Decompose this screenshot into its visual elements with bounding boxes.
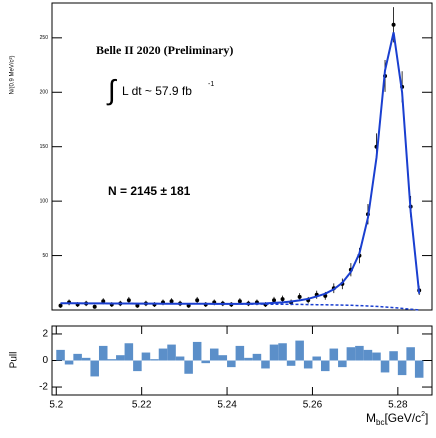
- x-tick-label: 5.24: [217, 400, 237, 411]
- pull-bar: [116, 355, 125, 361]
- pull-bar: [235, 345, 245, 361]
- pull-bar: [192, 341, 202, 361]
- annotation: N = 2145 ± 181: [108, 184, 191, 198]
- pull-bar: [218, 355, 228, 361]
- pull-bar: [175, 356, 185, 361]
- pull-bar: [227, 360, 236, 368]
- pull-bar: [406, 347, 415, 361]
- data-point: [237, 299, 242, 304]
- x-tick-label: 5.26: [303, 400, 323, 411]
- upper-frame: [51, 2, 433, 311]
- pull-bar: [414, 360, 424, 378]
- data-point: [92, 304, 97, 309]
- data-point: [101, 299, 106, 304]
- y-tick-label: 150: [40, 144, 49, 150]
- pull-bar: [244, 357, 253, 361]
- annotation: Belle II 2020 (Preliminary): [96, 43, 233, 57]
- x-label-part: ]: [425, 411, 428, 425]
- data-point: [195, 298, 200, 303]
- y-tick-label: 250: [40, 35, 49, 41]
- x-tick-label: 5.22: [132, 400, 152, 411]
- y-tick-label: 200: [40, 90, 49, 96]
- pull-bar: [278, 343, 287, 361]
- pull-bar: [124, 343, 134, 361]
- pull-bar: [329, 348, 339, 361]
- pull-bar: [261, 360, 270, 369]
- pull-bar: [209, 348, 219, 361]
- data-point: [126, 298, 131, 303]
- y-axis-label: N/(0.9 MeV/c²): [10, 55, 16, 94]
- pull-bar: [201, 360, 210, 364]
- annotation: L dt ~ 57.9 fb: [122, 84, 192, 98]
- pull-bar: [320, 360, 330, 372]
- annotation: ∫: [106, 74, 118, 105]
- pull-bar: [107, 359, 117, 361]
- pull-bar: [73, 353, 82, 361]
- pull-bar: [56, 349, 65, 361]
- pull-bar: [355, 345, 364, 361]
- pull-bar: [90, 360, 99, 377]
- y-tick-label: 2: [42, 329, 48, 340]
- pull-bar: [397, 360, 407, 376]
- annotation: -1: [208, 81, 214, 88]
- pull-bar: [167, 344, 176, 361]
- data-point: [169, 299, 174, 304]
- y-tick-label: 100: [40, 198, 49, 204]
- pull-bar: [184, 360, 193, 374]
- pull-bar: [286, 360, 296, 366]
- pull-bar: [372, 352, 381, 361]
- pull-bar: [133, 360, 142, 372]
- data-point: [272, 298, 277, 303]
- y-tick-label: 0: [42, 355, 48, 366]
- pull-bar: [295, 340, 304, 361]
- data-point: [297, 294, 302, 299]
- pull-bar: [98, 345, 108, 361]
- x-label-part: M: [366, 411, 376, 425]
- pull-bar: [158, 348, 168, 361]
- pull-bar: [64, 360, 74, 365]
- pull-bar: [338, 360, 347, 368]
- pull-bar: [389, 351, 398, 361]
- pull-bar: [269, 344, 279, 361]
- pull-bar: [81, 357, 91, 361]
- data-point: [135, 303, 140, 308]
- x-axis-label: Mbc[GeV/c2]: [366, 411, 428, 427]
- fit-curve: [60, 32, 421, 305]
- data-point: [280, 297, 285, 302]
- pull-bar: [303, 360, 313, 369]
- y-tick-label: -2: [39, 382, 48, 393]
- pull-bar: [141, 352, 151, 361]
- pull-bar: [252, 353, 262, 361]
- x-label-part: bc: [376, 418, 384, 427]
- pull-bar: [312, 356, 321, 361]
- data-point: [391, 22, 396, 27]
- data-point: [58, 303, 63, 308]
- pull-bar: [380, 360, 390, 373]
- x-tick-label: 5.28: [388, 400, 408, 411]
- x-label-part: [GeV/c: [384, 411, 421, 425]
- pull-bar: [363, 349, 373, 361]
- pull-bar: [150, 359, 159, 361]
- x-label-part: 2: [421, 411, 425, 418]
- x-tick-label: 5.2: [49, 400, 63, 411]
- y-tick-label: 50: [42, 253, 48, 259]
- pull-bar: [346, 347, 356, 361]
- pull-axis-label: Pull: [9, 352, 20, 369]
